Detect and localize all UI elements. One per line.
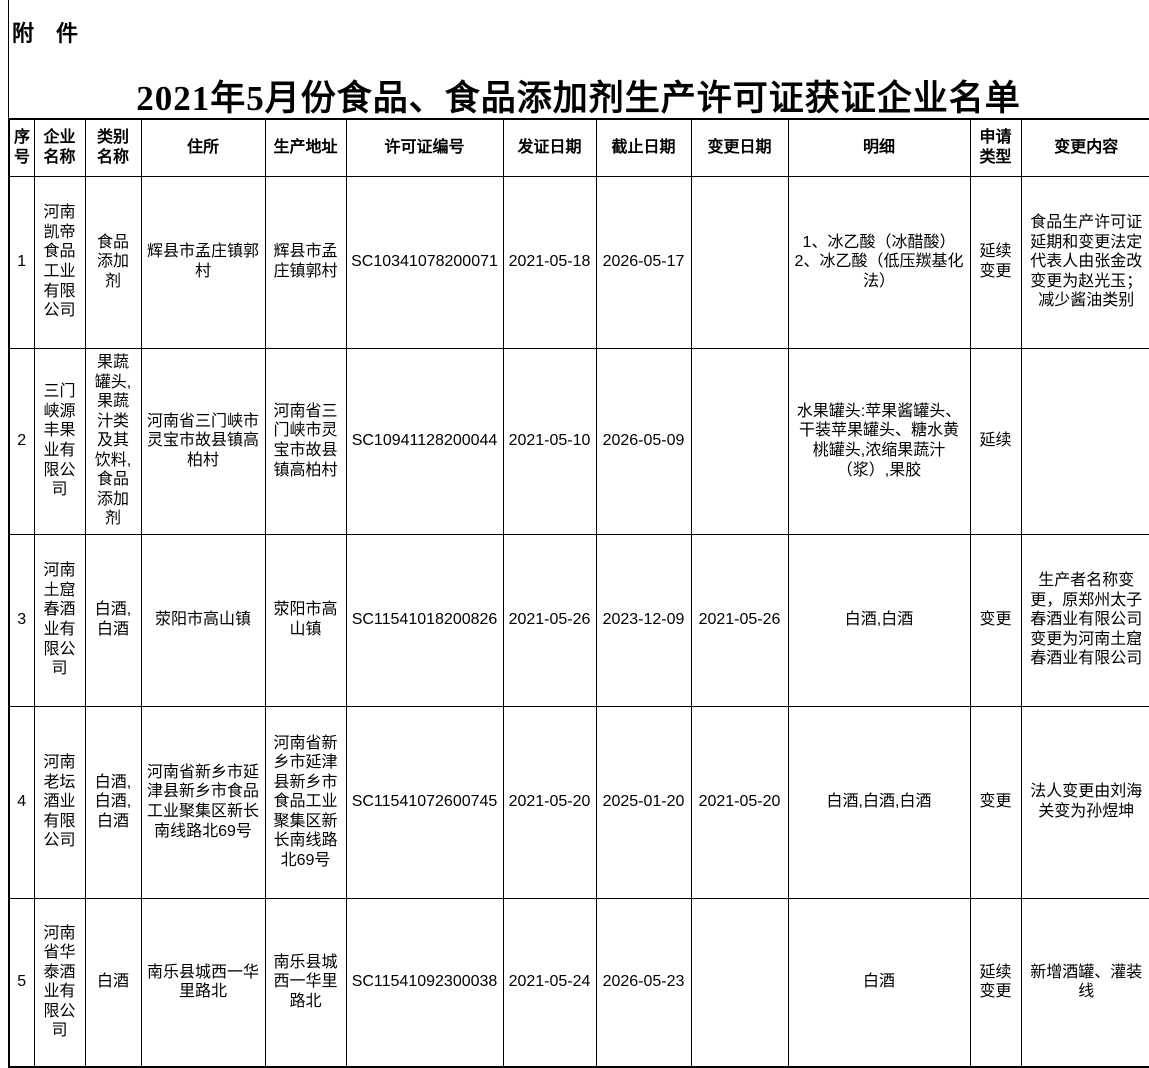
cell-license-no: SC11541018200826 [345, 533, 504, 707]
cell-change-content: 生产者名称变更，原郑州太子春酒业有限公司变更为河南土窟春酒业有限公司 [1020, 533, 1149, 707]
cell-expiry-date: 2026-05-17 [595, 175, 692, 349]
cell-category: 白酒,白酒 [84, 533, 142, 707]
cell-license-no: SC10341078200071 [345, 175, 504, 349]
license-table: 序号 企业名称 类别名称 住所 生产地址 许可证编号 发证日期 截止日期 变更日… [8, 118, 1149, 1068]
cell-seq: 1 [8, 175, 35, 349]
table-row: 4 河南老坛酒业有限公司 白酒,白酒,白酒 河南省新乡市延津县新乡市食品工业聚集… [8, 705, 1149, 899]
cell-license-no: SC10941128200044 [345, 347, 504, 535]
cell-issue-date: 2021-05-20 [502, 705, 597, 899]
cell-category: 果蔬罐头,果蔬汁类及其饮料,食品添加剂 [84, 347, 142, 535]
cell-license-no: SC11541092300038 [345, 897, 504, 1068]
cell-company: 河南省华泰酒业有限公司 [33, 897, 86, 1068]
cell-production-address: 河南省新乡市延津县新乡市食品工业聚集区新长南线路北69号 [264, 705, 347, 899]
cell-application-type: 延续 [969, 347, 1022, 535]
col-header-production-address: 生产地址 [264, 118, 347, 177]
cell-category: 白酒 [84, 897, 142, 1068]
cell-change-content [1020, 347, 1149, 535]
col-header-company: 企业名称 [33, 118, 86, 177]
cell-change-date [690, 175, 789, 349]
cell-change-content: 新增酒罐、灌装线 [1020, 897, 1149, 1068]
cell-production-address: 荥阳市高山镇 [264, 533, 347, 707]
col-header-detail: 明细 [787, 118, 971, 177]
cell-address: 辉县市孟庄镇郭村 [140, 175, 266, 349]
cell-application-type: 变更 [969, 705, 1022, 899]
cell-application-type: 延续变更 [969, 175, 1022, 349]
cell-expiry-date: 2025-01-20 [595, 705, 692, 899]
cell-change-content: 食品生产许可证延期和变更法定代表人由张金改变更为赵光玉；减少酱油类别 [1020, 175, 1149, 349]
col-header-address: 住所 [140, 118, 266, 177]
cell-company: 河南凯帝食品工业有限公司 [33, 175, 86, 349]
col-header-category: 类别名称 [84, 118, 142, 177]
cell-seq: 4 [8, 705, 35, 899]
cell-application-type: 延续变更 [969, 897, 1022, 1068]
cell-expiry-date: 2023-12-09 [595, 533, 692, 707]
col-header-issue-date: 发证日期 [502, 118, 597, 177]
cell-address: 河南省三门峡市灵宝市故县镇高柏村 [140, 347, 266, 535]
cell-change-date: 2021-05-20 [690, 705, 789, 899]
cell-issue-date: 2021-05-26 [502, 533, 597, 707]
cell-production-address: 辉县市孟庄镇郭村 [264, 175, 347, 349]
cell-production-address: 南乐县城西一华里路北 [264, 897, 347, 1068]
cell-address: 河南省新乡市延津县新乡市食品工业聚集区新长南线路北69号 [140, 705, 266, 899]
cell-company: 三门峡源丰果业有限公司 [33, 347, 86, 535]
cell-change-date [690, 347, 789, 535]
col-header-change-content: 变更内容 [1020, 118, 1149, 177]
table-row: 1 河南凯帝食品工业有限公司 食品添加剂 辉县市孟庄镇郭村 辉县市孟庄镇郭村 S… [8, 175, 1149, 349]
page-title: 2021年5月份食品、食品添加剂生产许可证获证企业名单 [136, 79, 1021, 118]
cell-license-no: SC11541072600745 [345, 705, 504, 899]
cell-application-type: 变更 [969, 533, 1022, 707]
cell-seq: 5 [8, 897, 35, 1068]
table-header-row: 序号 企业名称 类别名称 住所 生产地址 许可证编号 发证日期 截止日期 变更日… [8, 118, 1149, 177]
cell-address: 南乐县城西一华里路北 [140, 897, 266, 1068]
cell-detail: 白酒 [787, 897, 971, 1068]
cell-issue-date: 2021-05-10 [502, 347, 597, 535]
attachment-label: 附 件 [12, 21, 79, 46]
cell-detail: 水果罐头:苹果酱罐头、干装苹果罐头、糖水黄桃罐头,浓缩果蔬汁（浆）,果胶 [787, 347, 971, 535]
table-row: 2 三门峡源丰果业有限公司 果蔬罐头,果蔬汁类及其饮料,食品添加剂 河南省三门峡… [8, 347, 1149, 535]
cell-expiry-date: 2026-05-09 [595, 347, 692, 535]
cell-issue-date: 2021-05-18 [502, 175, 597, 349]
cell-company: 河南老坛酒业有限公司 [33, 705, 86, 899]
cell-production-address: 河南省三门峡市灵宝市故县镇高柏村 [264, 347, 347, 535]
col-header-seq: 序号 [8, 118, 35, 177]
cell-address: 荥阳市高山镇 [140, 533, 266, 707]
col-header-change-date: 变更日期 [690, 118, 789, 177]
cell-change-date [690, 897, 789, 1068]
left-border-rule [8, 0, 9, 120]
cell-category: 白酒,白酒,白酒 [84, 705, 142, 899]
table-row: 5 河南省华泰酒业有限公司 白酒 南乐县城西一华里路北 南乐县城西一华里路北 S… [8, 897, 1149, 1068]
cell-change-date: 2021-05-26 [690, 533, 789, 707]
cell-seq: 3 [8, 533, 35, 707]
col-header-license-no: 许可证编号 [345, 118, 504, 177]
cell-detail: 1、冰乙酸（冰醋酸）2、冰乙酸（低压羰基化法） [787, 175, 971, 349]
cell-detail: 白酒,白酒 [787, 533, 971, 707]
table-row: 3 河南土窟春酒业有限公司 白酒,白酒 荥阳市高山镇 荥阳市高山镇 SC1154… [8, 533, 1149, 707]
cell-company: 河南土窟春酒业有限公司 [33, 533, 86, 707]
cell-issue-date: 2021-05-24 [502, 897, 597, 1068]
cell-seq: 2 [8, 347, 35, 535]
col-header-expiry-date: 截止日期 [595, 118, 692, 177]
cell-category: 食品添加剂 [84, 175, 142, 349]
cell-expiry-date: 2026-05-23 [595, 897, 692, 1068]
cell-change-content: 法人变更由刘海关变为孙煜坤 [1020, 705, 1149, 899]
col-header-application-type: 申请类型 [969, 118, 1022, 177]
cell-detail: 白酒,白酒,白酒 [787, 705, 971, 899]
